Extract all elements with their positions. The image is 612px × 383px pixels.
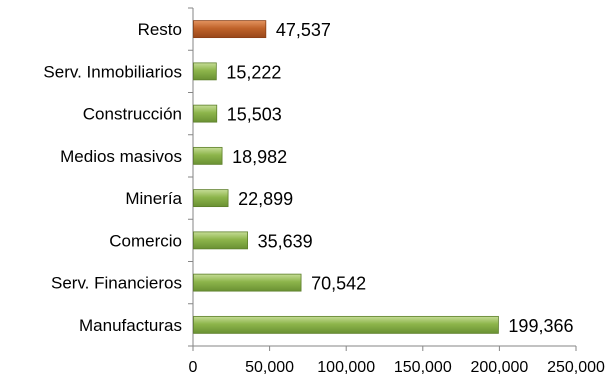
bar bbox=[193, 315, 499, 334]
bar bbox=[193, 146, 223, 165]
value-label: 15,503 bbox=[227, 105, 282, 125]
category-label: Comercio bbox=[109, 231, 182, 250]
chart-axes: 0 50,000 100,000 150,000 200,000 250,000 bbox=[188, 7, 605, 376]
value-label: 22,899 bbox=[238, 189, 293, 209]
x-tick-label: 150,000 bbox=[394, 359, 452, 376]
category-label: Medios masivos bbox=[60, 147, 182, 166]
x-tick-label: 0 bbox=[189, 359, 198, 376]
value-label: 18,982 bbox=[232, 147, 287, 167]
labels-group: Resto 47,537 Serv. Inmobiliarios 15,222 Cons… bbox=[43, 20, 573, 336]
value-label: 35,639 bbox=[258, 231, 313, 251]
category-label: Resto bbox=[138, 20, 182, 39]
bar bbox=[193, 273, 302, 292]
bar bbox=[193, 20, 267, 39]
value-label: 47,537 bbox=[276, 20, 331, 40]
value-label: 70,542 bbox=[311, 274, 366, 294]
value-label: 199,366 bbox=[508, 316, 573, 336]
bars-group bbox=[193, 20, 499, 334]
x-tick-label: 250,000 bbox=[547, 359, 605, 376]
category-label: Minería bbox=[125, 189, 182, 208]
value-label: 15,222 bbox=[226, 62, 281, 82]
bar bbox=[193, 62, 217, 81]
category-label: Construcción bbox=[83, 105, 182, 124]
x-tick-label: 200,000 bbox=[470, 359, 528, 376]
x-tick-label: 50,000 bbox=[245, 359, 294, 376]
bar bbox=[193, 104, 218, 123]
category-label: Serv. Inmobiliarios bbox=[43, 62, 182, 81]
bar bbox=[193, 189, 229, 208]
bar bbox=[193, 231, 248, 250]
x-tick-label: 100,000 bbox=[317, 359, 375, 376]
category-label: Serv. Financieros bbox=[51, 274, 182, 293]
category-label: Manufacturas bbox=[79, 316, 182, 335]
